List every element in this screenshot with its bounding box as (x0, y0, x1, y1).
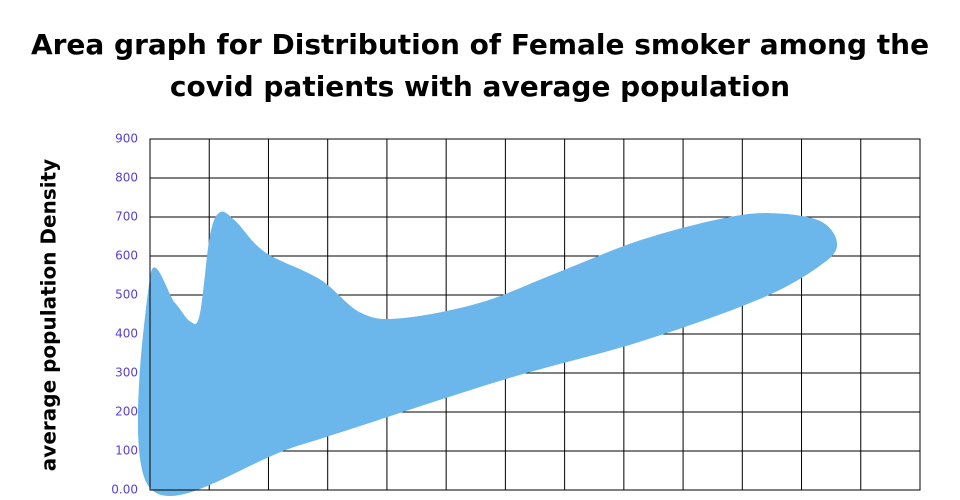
y-tick-label: 200 (115, 405, 138, 419)
area (137, 211, 838, 497)
y-tick-label: 300 (115, 366, 138, 380)
y-tick-label: 100 (115, 444, 138, 458)
y-tick-label: 900 (115, 132, 138, 146)
y-tick-label: 600 (115, 249, 138, 263)
y-tick-label: 400 (115, 327, 138, 341)
chart-title: Area graph for Distribution of Female sm… (31, 28, 929, 61)
y-tick-label: 800 (115, 171, 138, 185)
y-tick-label: 0.00 (111, 483, 138, 497)
plot (137, 211, 838, 497)
chart-title: covid patients with average population (170, 70, 790, 103)
y-tick-label: 500 (115, 288, 138, 302)
y-tick-label: 700 (115, 210, 138, 224)
plot-frame (149, 138, 921, 491)
y-axis-label: average population Density (37, 159, 61, 471)
